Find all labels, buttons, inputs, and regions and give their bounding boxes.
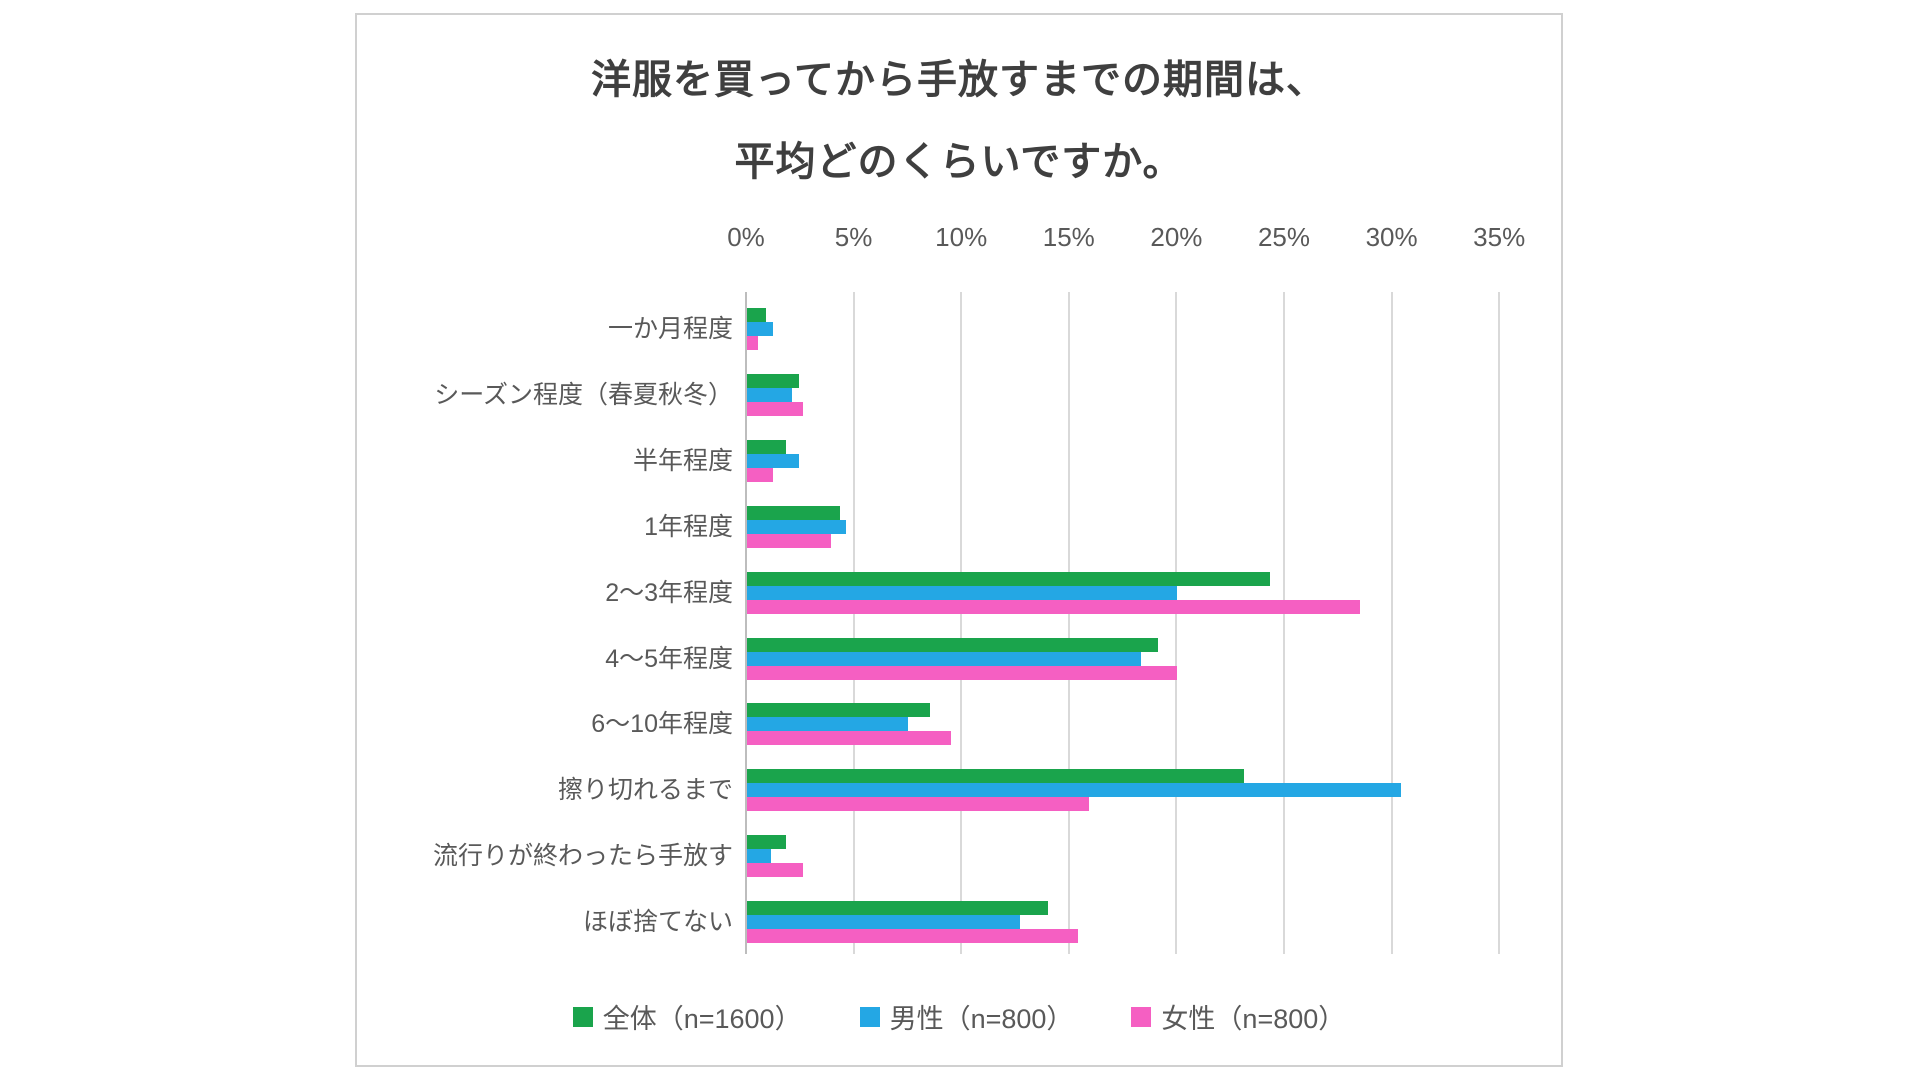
x-axis-tick-15: 15% — [1042, 222, 1095, 252]
bar-series0-cat1 — [747, 373, 799, 388]
bar-series1-cat5 — [747, 651, 1141, 666]
x-axis-tick-10: 10% — [935, 222, 988, 252]
legend-swatch-dansei — [859, 1006, 880, 1027]
bar-series1-cat9 — [747, 915, 1021, 930]
legend-item-josei: 女性（n=800） — [1131, 997, 1345, 1036]
category-label-8: 流行りが終わったら手放す — [432, 842, 733, 871]
x-axis-tick-35: 35% — [1473, 222, 1526, 252]
bar-series2-cat3 — [747, 533, 831, 548]
plot-area: 0% 5% 10% 15% 20% 25% 30% 35% 一か月程度シーズン程度（春夏秋冬） 半… — [357, 15, 1561, 1065]
x-axis-tick-20: 20% — [1150, 222, 1203, 252]
category-label-7: 擦り切れるまで — [557, 776, 733, 805]
category-label-0: 一か月程度 — [607, 315, 733, 343]
bar-series1-cat1 — [747, 387, 793, 402]
category-label-6: 6〜10年程度 — [591, 710, 733, 739]
chart-legend: 全体（n=1600） 男性（n=800） 女性（n=800） — [357, 997, 1561, 1036]
bar-series1-cat8 — [747, 849, 771, 864]
bar-series0-cat3 — [747, 505, 840, 520]
bar-series0-cat0 — [747, 308, 767, 322]
chart-title-line-2: 平均どのくらいですか。 — [734, 140, 1184, 184]
bar-series2-cat1 — [747, 401, 803, 416]
bar-series1-cat7 — [747, 783, 1402, 798]
category-label-3: 1年程度 — [644, 512, 733, 541]
legend-item-zentai: 全体（n=1600） — [572, 997, 802, 1036]
legend-swatch-josei — [1131, 1006, 1152, 1027]
category-label-9: ほぼ捨てない — [582, 908, 733, 937]
bar-series0-cat7 — [747, 769, 1245, 784]
bar-series1-cat0 — [747, 322, 773, 336]
gridline-10 — [960, 292, 963, 954]
y-axis-line — [745, 292, 747, 954]
legend-label-josei: 女性（n=800） — [1161, 1004, 1346, 1034]
gridline-25 — [1283, 292, 1285, 954]
bar-series2-cat9 — [747, 929, 1079, 944]
gridline-20 — [1175, 292, 1178, 954]
bar-series2-cat6 — [747, 731, 952, 746]
x-axis-tick-5: 5% — [834, 222, 873, 252]
bar-series1-cat4 — [747, 585, 1178, 600]
chart-title-line-1: 洋服を買ってから手放すまでの期間は、 — [591, 58, 1327, 102]
legend-label-zentai: 全体（n=1600） — [602, 1004, 802, 1034]
bar-series2-cat7 — [747, 797, 1090, 812]
bar-series0-cat2 — [747, 439, 786, 454]
bar-series0-cat4 — [747, 571, 1270, 586]
x-axis-tick-0: 0% — [727, 222, 765, 252]
bar-series0-cat8 — [747, 835, 786, 850]
bar-series1-cat3 — [747, 519, 846, 534]
bar-series0-cat6 — [747, 703, 930, 718]
category-label-5: 4〜5年程度 — [605, 644, 733, 673]
bar-series0-cat5 — [747, 637, 1159, 652]
category-label-2: 半年程度 — [632, 446, 733, 475]
bar-series2-cat8 — [747, 863, 803, 878]
category-label-1: シーズン程度（春夏秋冬） — [434, 380, 733, 409]
bar-series2-cat2 — [747, 467, 773, 482]
gridline-5 — [852, 292, 855, 954]
bar-series1-cat6 — [747, 717, 909, 732]
category-label-4: 2〜3年程度 — [605, 578, 733, 607]
bar-series2-cat5 — [747, 665, 1178, 680]
x-axis-tick-30: 30% — [1365, 222, 1418, 252]
gridline-35 — [1498, 292, 1501, 954]
chart-container: 洋服を買ってから手放すまでの期間は、 平均どのくらいですか。 0% 5% 10% 15… — [355, 13, 1563, 1067]
legend-item-dansei: 男性（n=800） — [859, 997, 1074, 1036]
x-axis-tick-25: 25% — [1257, 222, 1311, 252]
bar-series1-cat2 — [747, 453, 799, 468]
gridline-30 — [1390, 292, 1393, 954]
legend-label-dansei: 男性（n=800） — [889, 1004, 1074, 1034]
bar-series0-cat9 — [747, 901, 1049, 916]
gridline-15 — [1067, 292, 1070, 954]
bar-series2-cat0 — [747, 336, 758, 350]
bar-series2-cat4 — [747, 599, 1361, 614]
legend-swatch-zentai — [572, 1006, 593, 1027]
